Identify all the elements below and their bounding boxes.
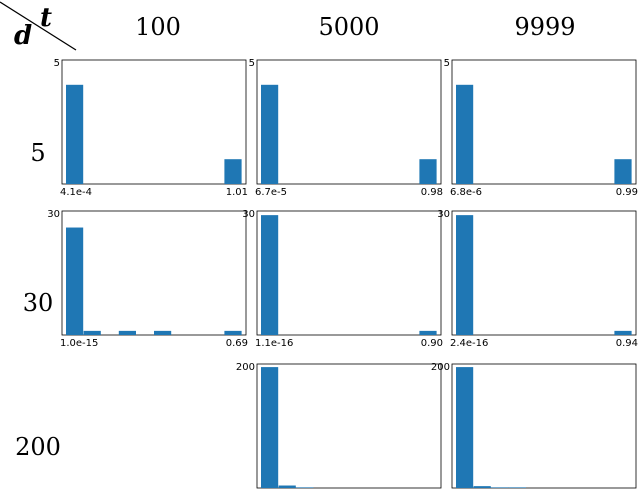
x-max-tick-label: 0.99 [616, 187, 638, 198]
x-max-tick-label: 0.69 [226, 338, 248, 349]
x-max-tick-label: 0.90 [421, 338, 443, 349]
row-label-5: 5 [30, 139, 45, 167]
x-min-tick-label: 1.1e-16 [255, 338, 293, 349]
histogram-panel-d200-t9999: 2001.7e-170.63 [431, 362, 638, 492]
histogram-bar [261, 367, 279, 488]
histogram-bar [473, 486, 491, 488]
column-label-5000: 5000 [318, 13, 379, 41]
panel-frame [451, 210, 637, 336]
x-max-tick-label: 0.98 [421, 187, 443, 198]
y-max-tick-label: 5 [444, 58, 450, 69]
histogram-bar [154, 330, 172, 335]
histogram-bar [66, 84, 84, 184]
corner-divider [0, 1, 77, 51]
histogram-bar [491, 487, 509, 488]
histogram-bar [278, 485, 296, 488]
panel-frame [256, 363, 442, 489]
panel-frame [256, 210, 442, 336]
histogram-panel-d30-t9999: 30 2.4e-16 0.94 [437, 209, 638, 349]
panel-frame [451, 363, 637, 489]
histogram-bar [118, 330, 136, 335]
histogram-bar [508, 487, 526, 488]
histogram-bar [419, 330, 437, 335]
histogram-bar [224, 330, 242, 335]
y-max-tick-label: 200 [431, 362, 450, 373]
panel-frame [61, 210, 247, 336]
histogram-bar [66, 227, 84, 335]
histogram-bar [456, 215, 474, 335]
histogram-bar [296, 487, 314, 488]
x-max-tick-label: 1.01 [226, 187, 248, 198]
x-min-tick-label: 6.8e-6 [450, 187, 482, 198]
histogram-panel-d5-t5000: 5 6.7e-5 0.98 [249, 58, 443, 198]
y-max-tick-label: 5 [249, 58, 255, 69]
histogram-bar [261, 215, 279, 335]
histogram-bar [456, 84, 474, 184]
histogram-bar [261, 84, 279, 184]
histogram-panel-d5-t9999: 5 6.8e-6 0.99 [444, 58, 638, 198]
histogram-bar [456, 367, 474, 488]
histogram-bar [614, 159, 632, 184]
x-min-tick-label: 2.4e-16 [450, 338, 488, 349]
x-min-tick-label: 1.0e-15 [60, 338, 98, 349]
y-max-tick-label: 30 [242, 209, 255, 220]
histogram-bar [419, 159, 437, 184]
histogram-panels: 5 4.1e-4 1.01 5 6.7e-5 0.98 5 6.8e-6 0.99 30 1.0e-… [47, 58, 638, 492]
x-max-tick-label: 0.94 [616, 338, 638, 349]
panel-frame [256, 59, 442, 185]
y-max-tick-label: 30 [437, 209, 450, 220]
histogram-bar [83, 330, 101, 335]
histogram-panel-d30-t5000: 30 1.1e-16 0.90 [242, 209, 443, 349]
panel-frame [61, 59, 247, 185]
histogram-panel-d30-t100: 30 1.0e-15 0.69 [47, 209, 248, 349]
x-min-tick-label: 6.7e-5 [255, 187, 287, 198]
panel-frame [451, 59, 637, 185]
row-variable-label: d [14, 21, 32, 51]
x-min-tick-label: 4.1e-4 [60, 187, 92, 198]
y-max-tick-label: 200 [236, 362, 255, 373]
histogram-panel-d5-t100: 5 4.1e-4 1.01 [54, 58, 248, 198]
row-label-200: 200 [15, 433, 61, 461]
y-max-tick-label: 30 [47, 209, 60, 220]
row-label-30: 30 [23, 289, 54, 317]
histogram-bar [224, 159, 242, 184]
histogram-bar [614, 330, 632, 335]
column-label-100: 100 [135, 13, 181, 41]
y-max-tick-label: 5 [54, 58, 60, 69]
col-variable-label: t [40, 3, 52, 33]
column-label-9999: 9999 [514, 13, 575, 41]
